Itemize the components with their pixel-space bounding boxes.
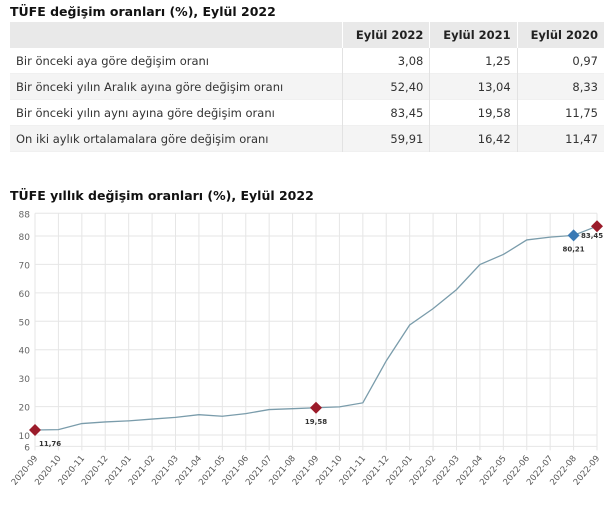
table-title: TÜFE değişim oranları (%), Eylül 2022 <box>10 4 276 19</box>
row-value: 8,33 <box>517 73 604 100</box>
data-point-marker <box>591 220 603 233</box>
row-value: 1,25 <box>429 48 518 74</box>
y-tick-label: 70 <box>19 261 31 271</box>
y-tick-label: 50 <box>19 318 31 328</box>
row-value: 19,58 <box>429 99 518 126</box>
data-point-marker <box>29 424 41 437</box>
y-tick-label: 30 <box>19 375 31 385</box>
row-value: 3,08 <box>342 48 431 74</box>
table-row: Bir önceki yılın aynı ayına göre değişim… <box>10 99 604 126</box>
cpi-table: Eylül 2022 Eylül 2021 Eylül 2020 Bir önc… <box>10 22 604 152</box>
row-value: 11,75 <box>565 105 598 120</box>
row-value: 16,42 <box>429 125 518 152</box>
y-tick-label: 40 <box>19 347 31 357</box>
data-label: 19,58 <box>305 418 327 426</box>
row-label: On iki aylık ortalamalara göre değişim o… <box>10 125 343 152</box>
row-value: 83,45 <box>342 99 431 126</box>
header-empty <box>10 22 343 48</box>
header-col: Eylül 2020 <box>517 22 604 48</box>
y-tick-label: 20 <box>19 404 31 414</box>
y-tick-label: 6 <box>24 443 30 453</box>
y-tick-label: 60 <box>19 290 31 300</box>
row-value: 0,97 <box>572 53 598 68</box>
row-label: Bir önceki yılın Aralık ayına göre değiş… <box>10 73 343 100</box>
row-label: Bir önceki yılın aynı ayına göre değişim… <box>10 99 343 126</box>
row-value: 11,47 <box>517 125 604 152</box>
y-tick-label: 88 <box>19 210 31 220</box>
header-col: Eylül 2021 <box>429 22 518 48</box>
data-label: 83,45 <box>581 232 603 240</box>
data-point-marker <box>310 401 322 414</box>
table-row: On iki aylık ortalamalara göre değişim o… <box>10 125 604 152</box>
table-header-row: Eylül 2022 Eylül 2021 Eylül 2020 <box>10 22 604 48</box>
table-row: Bir önceki yılın Aralık ayına göre değiş… <box>10 73 604 100</box>
data-label: 11,76 <box>39 440 61 448</box>
y-tick-label: 80 <box>19 233 31 243</box>
y-tick-label: 10 <box>19 432 31 442</box>
header-col: Eylül 2022 <box>342 22 431 48</box>
data-label: 80,21 <box>563 245 585 253</box>
table-row: Bir önceki aya göre değişim oranı 3,08 1,2… <box>10 48 604 74</box>
row-value: 13,04 <box>429 73 518 100</box>
row-value: 52,40 <box>342 73 431 100</box>
chart-title: TÜFE yıllık değişim oranları (%), Eylül … <box>10 188 314 203</box>
line-chart: 61020304050607080882020-092020-102020-11… <box>10 210 603 487</box>
row-value: 59,91 <box>342 125 431 152</box>
row-label: Bir önceki aya göre değişim oranı <box>10 48 343 74</box>
data-point-marker <box>567 229 580 242</box>
